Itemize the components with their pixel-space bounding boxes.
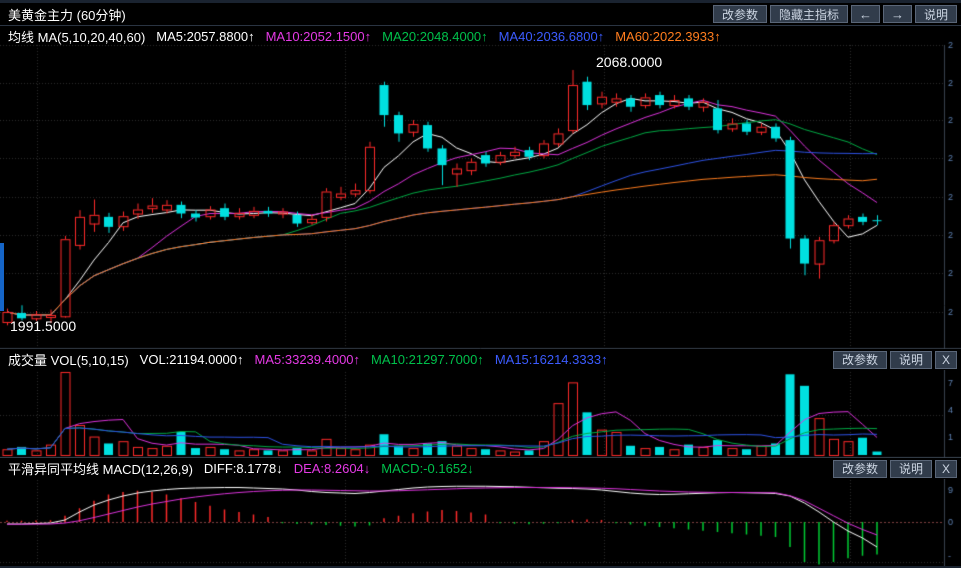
hide-main-indicator-button[interactable]: 隐藏主指标	[769, 5, 848, 23]
vol-change-params-button[interactable]: 改参数	[832, 350, 887, 369]
ma40-value: MA40:2036.6800↑	[498, 28, 605, 44]
macd-value: MACD:-0.1652↓	[381, 461, 474, 476]
titlebar-buttons: 改参数 隐藏主指标 ← → 说明	[712, 5, 961, 23]
macd-panel-buttons: 改参数 说明 X	[832, 459, 961, 478]
bottom-window-strip	[0, 566, 961, 568]
vol-close-button[interactable]: X	[934, 350, 957, 369]
ma-indicator-row: 均线 MA(5,10,20,40,60) MA5:2057.8800↑ MA10…	[0, 27, 961, 45]
vol-ma10-value: MA10:21297.7000↑	[371, 352, 484, 367]
ma10-value: MA10:2052.1500↑	[265, 28, 372, 44]
ma5-value: MA5:2057.8800↑	[156, 28, 255, 44]
macd-dea-value: DEA:8.2604↓	[293, 461, 371, 476]
vol-label: 成交量 VOL(5,10,15)	[8, 353, 129, 368]
low-price-annotation: 1991.5000	[10, 318, 77, 334]
macd-help-button[interactable]: 说明	[889, 459, 932, 478]
top-window-strip	[0, 0, 961, 3]
prev-arrow-button[interactable]: ←	[850, 5, 880, 23]
macd-change-params-button[interactable]: 改参数	[832, 459, 887, 478]
left-scrollbar-thumb[interactable]	[0, 243, 4, 311]
macd-panel-header: 平滑异同平均线 MACD(12,26,9) DIFF:8.1778↓ DEA:8…	[0, 458, 961, 479]
macd-diff-value: DIFF:8.1778↓	[203, 461, 283, 476]
ma20-value: MA20:2048.4000↑	[382, 28, 488, 44]
vol-value: VOL:21194.0000↑	[139, 352, 244, 367]
ma60-value: MA60:2022.3933↑	[615, 28, 721, 44]
macd-close-button[interactable]: X	[934, 459, 957, 478]
vol-ma15-value: MA15:16214.3333↑	[494, 352, 608, 367]
macd-label: 平滑异同平均线 MACD(12,26,9)	[8, 462, 193, 477]
next-arrow-button[interactable]: →	[882, 5, 912, 23]
help-button[interactable]: 说明	[914, 5, 957, 23]
instrument-title: 美黄金主力 (60分钟)	[8, 7, 126, 23]
ma-label: 均线 MA(5,10,20,40,60)	[8, 29, 146, 45]
volume-panel-header: 成交量 VOL(5,10,15) VOL:21194.0000↑ MA5:332…	[0, 349, 961, 370]
volume-panel-buttons: 改参数 说明 X	[832, 350, 961, 369]
high-price-annotation: 2068.0000	[596, 54, 663, 70]
vol-help-button[interactable]: 说明	[889, 350, 932, 369]
chart-titlebar: 美黄金主力 (60分钟) 改参数 隐藏主指标 ← → 说明	[0, 3, 961, 26]
change-params-button[interactable]: 改参数	[712, 5, 767, 23]
vol-ma5-value: MA5:33239.4000↑	[254, 352, 361, 367]
